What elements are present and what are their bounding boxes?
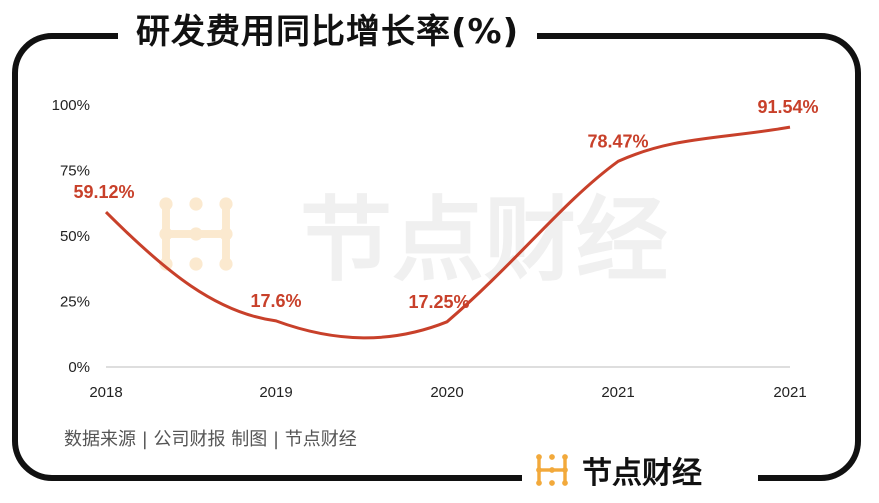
watermark-text: 节点财经 xyxy=(300,187,668,294)
node-logo-icon xyxy=(536,454,568,486)
brand: 节点财经 xyxy=(522,447,758,493)
y-tick-label: 50% xyxy=(60,228,90,245)
chart-title: 研发费用同比增长率(%) xyxy=(136,12,520,52)
logo-node xyxy=(159,197,173,211)
y-tick-label: 100% xyxy=(52,97,90,114)
x-tick-label: 2019 xyxy=(259,384,292,401)
source-note: 数据来源 | 公司财报 制图 | 节点财经 xyxy=(64,429,357,450)
x-tick-label: 2021 xyxy=(773,384,806,401)
logo-node xyxy=(549,480,555,486)
x-tick-label: 2021 xyxy=(601,384,634,401)
watermark: 节点财经 xyxy=(159,187,668,294)
logo-node xyxy=(189,227,203,241)
series-line xyxy=(104,125,791,340)
y-tick-label: 0% xyxy=(68,359,90,376)
brand-name: 节点财经 xyxy=(582,456,702,491)
logo-node xyxy=(159,257,173,271)
x-tick-label: 2020 xyxy=(430,384,463,401)
logo-node xyxy=(219,227,233,241)
logo-node xyxy=(562,480,568,486)
logo-node xyxy=(536,467,542,473)
x-axis-ticks: 2018 2019 2020 2021 2021 xyxy=(89,384,806,401)
y-tick-label: 25% xyxy=(60,294,90,311)
data-label: 59.12% xyxy=(73,182,134,202)
logo-node xyxy=(562,467,568,473)
data-label: 91.54% xyxy=(757,97,818,117)
data-label: 17.6% xyxy=(250,291,301,311)
logo-node xyxy=(549,467,555,473)
data-labels: 59.12% 17.6% 17.25% 78.47% 91.54% xyxy=(73,97,818,312)
logo-node xyxy=(536,480,542,486)
logo-node xyxy=(549,454,555,460)
data-label: 78.47% xyxy=(587,131,648,151)
logo-node xyxy=(189,257,203,271)
logo-node xyxy=(219,257,233,271)
logo-node xyxy=(536,454,542,460)
y-tick-label: 75% xyxy=(60,163,90,180)
y-axis-ticks: 0% 25% 50% 75% 100% xyxy=(52,97,90,376)
data-label: 17.25% xyxy=(408,292,469,312)
logo-node xyxy=(189,197,203,211)
logo-node xyxy=(219,197,233,211)
logo-node xyxy=(159,227,173,241)
x-tick-label: 2018 xyxy=(89,384,122,401)
logo-node xyxy=(562,454,568,460)
title-box: 研发费用同比增长率(%) xyxy=(118,6,538,58)
